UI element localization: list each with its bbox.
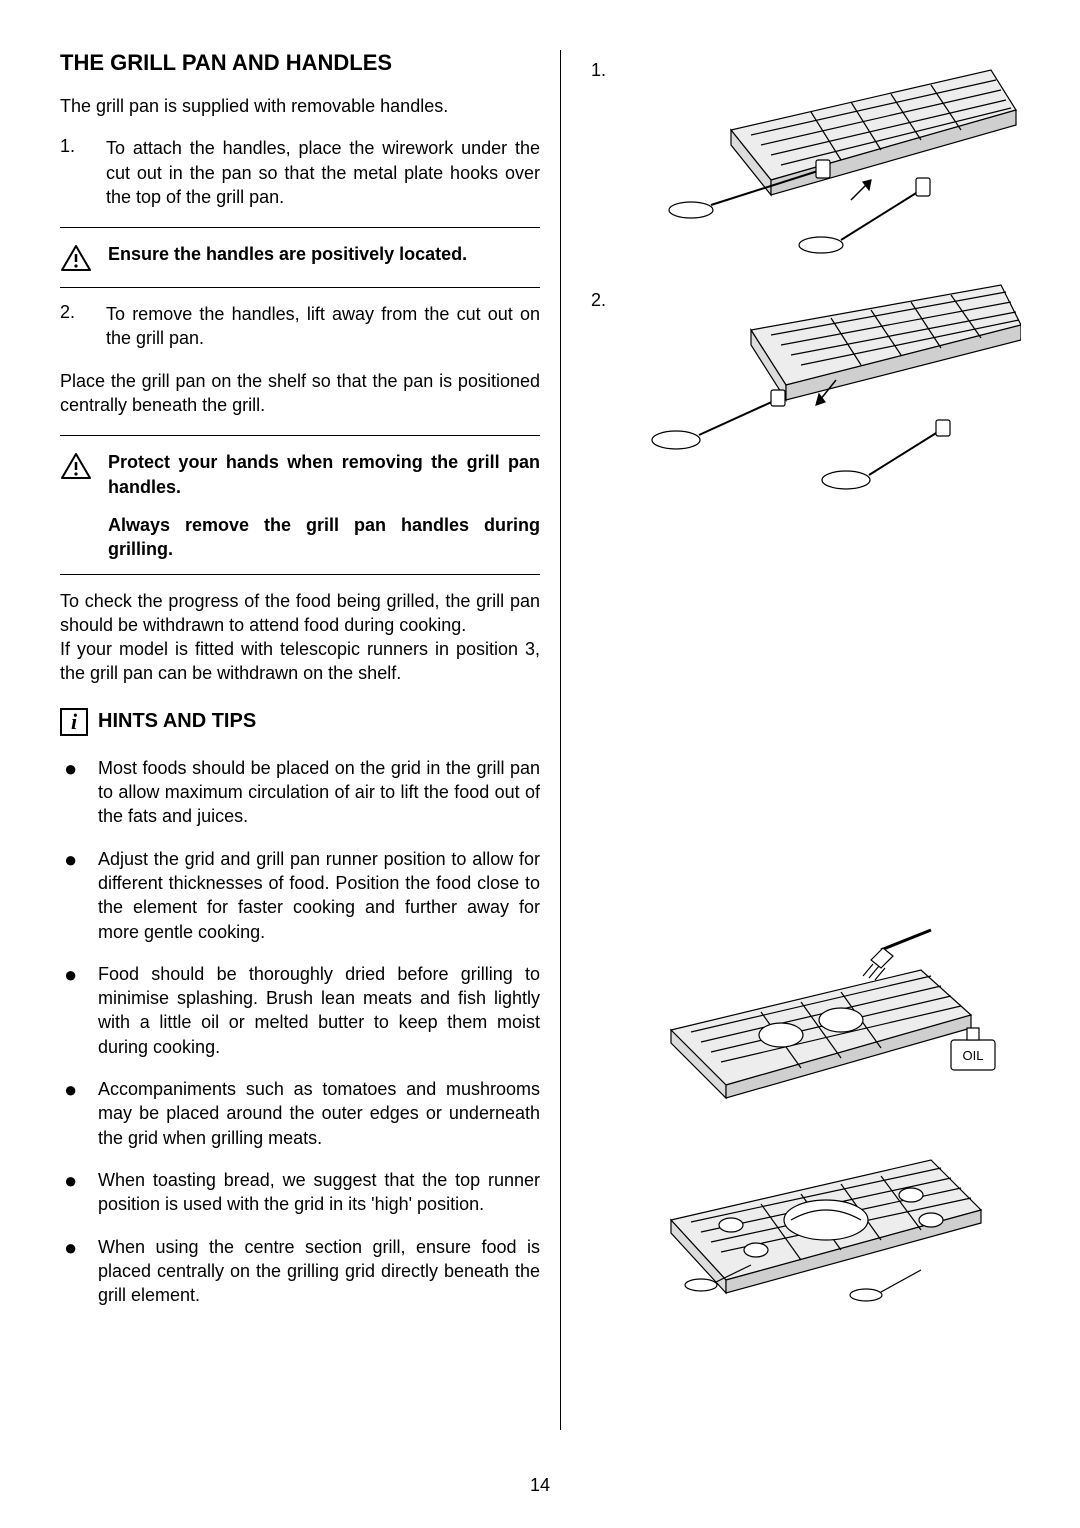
- bullet-text: Accompaniments such as tomatoes and mush…: [98, 1077, 540, 1150]
- bullet-text: Most foods should be placed on the grid …: [98, 756, 540, 829]
- bullet-icon: ●: [60, 1077, 98, 1150]
- bullet-icon: ●: [60, 847, 98, 944]
- figure-label: 1.: [591, 60, 606, 81]
- divider: [60, 574, 540, 575]
- warning-text: Always remove the grill pan handles duri…: [108, 513, 540, 562]
- step-number: 1.: [60, 136, 106, 209]
- warning-text: Ensure the handles are positively locate…: [108, 242, 540, 266]
- grill-pan-remove-illustration: [621, 270, 1021, 500]
- grill-pan-attach-illustration: [621, 50, 1021, 260]
- hints-list: ●Most foods should be placed on the grid…: [60, 756, 540, 1308]
- bullet-icon: ●: [60, 756, 98, 829]
- list-item: ●Accompaniments such as tomatoes and mus…: [60, 1077, 540, 1150]
- list-item: ●When toasting bread, we suggest that th…: [60, 1168, 540, 1217]
- divider: [60, 227, 540, 228]
- list-item: 2. To remove the handles, lift away from…: [60, 302, 540, 351]
- bullet-icon: ●: [60, 1168, 98, 1217]
- list-item: ●Most foods should be placed on the grid…: [60, 756, 540, 829]
- grill-pan-accompaniments-illustration: [631, 1130, 1011, 1320]
- bullet-text: Food should be thoroughly dried before g…: [98, 962, 540, 1059]
- hints-title: HINTS AND TIPS: [98, 710, 256, 733]
- bullet-icon: ●: [60, 1235, 98, 1308]
- document-page: THE GRILL PAN AND HANDLES The grill pan …: [60, 50, 1020, 1430]
- step-text: To remove the handles, lift away from th…: [106, 302, 540, 351]
- bullet-icon: ●: [60, 962, 98, 1059]
- steps-list: 2. To remove the handles, lift away from…: [60, 302, 540, 351]
- bullet-text: When using the centre section grill, ens…: [98, 1235, 540, 1308]
- step-number: 2.: [60, 302, 106, 351]
- info-box-icon: i: [60, 708, 88, 736]
- list-item: ●Food should be thoroughly dried before …: [60, 962, 540, 1059]
- right-column: 1.: [560, 50, 1020, 1430]
- hints-heading: i HINTS AND TIPS: [60, 708, 540, 736]
- steps-list: 1. To attach the handles, place the wire…: [60, 136, 540, 209]
- step-text: To attach the handles, place the wirewor…: [106, 136, 540, 209]
- bullet-text: When toasting bread, we suggest that the…: [98, 1168, 540, 1217]
- list-item: ●When using the centre section grill, en…: [60, 1235, 540, 1308]
- warning-triangle-icon: [60, 450, 96, 485]
- warning-callout: Ensure the handles are positively locate…: [60, 242, 540, 277]
- warning-callout: Protect your hands when removing the gri…: [60, 450, 540, 499]
- oil-label: OIL: [963, 1048, 984, 1063]
- intro-paragraph: The grill pan is supplied with removable…: [60, 94, 540, 118]
- warning-text: Protect your hands when removing the gri…: [108, 450, 540, 499]
- grill-pan-brush-illustration: OIL: [631, 920, 1011, 1120]
- page-number: 14: [0, 1475, 1080, 1496]
- bullet-text: Adjust the grid and grill pan runner pos…: [98, 847, 540, 944]
- divider: [60, 435, 540, 436]
- list-item: ●Adjust the grid and grill pan runner po…: [60, 847, 540, 944]
- body-paragraph: If your model is fitted with telescopic …: [60, 637, 540, 686]
- figure-label: 2.: [591, 290, 606, 311]
- warning-triangle-icon: [60, 242, 96, 277]
- body-paragraph: Place the grill pan on the shelf so that…: [60, 369, 540, 418]
- divider: [60, 287, 540, 288]
- left-column: THE GRILL PAN AND HANDLES The grill pan …: [60, 50, 540, 1430]
- body-paragraph: To check the progress of the food being …: [60, 589, 540, 638]
- section-heading: THE GRILL PAN AND HANDLES: [60, 50, 540, 76]
- list-item: 1. To attach the handles, place the wire…: [60, 136, 540, 209]
